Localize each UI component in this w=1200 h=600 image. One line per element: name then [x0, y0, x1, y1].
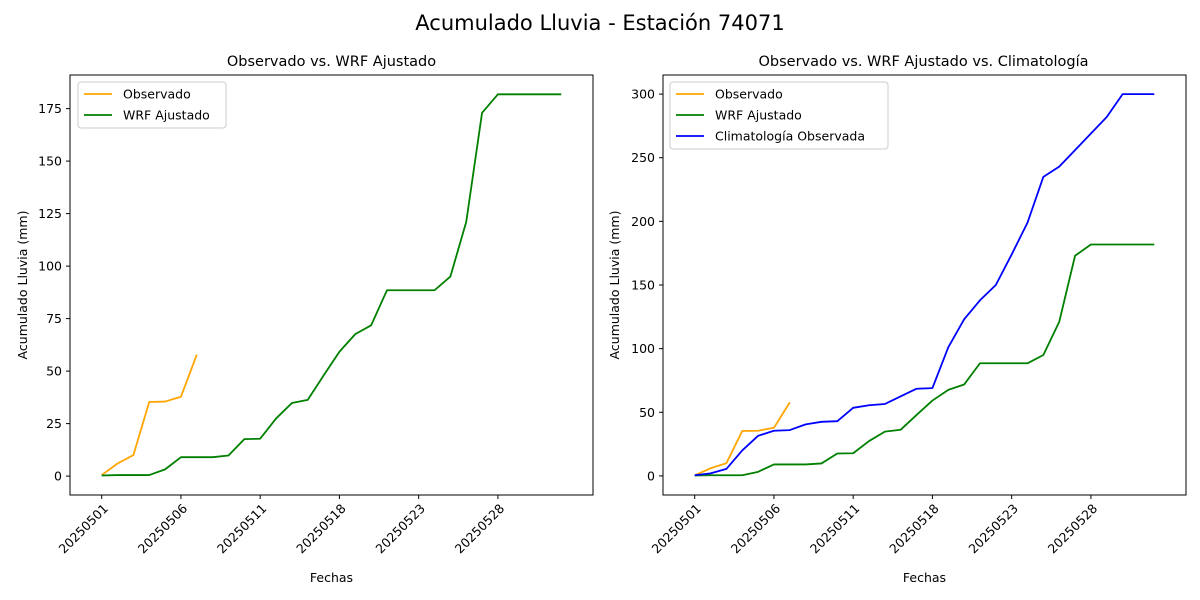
- axes-frame: [69, 74, 594, 496]
- series-line-0: [694, 401, 791, 477]
- y-tick-label: 175: [38, 101, 62, 116]
- y-tick-label: 250: [631, 150, 655, 165]
- y-tick-label: 0: [647, 468, 655, 483]
- legend-box: [669, 81, 889, 150]
- y-tick-label: 100: [38, 259, 62, 274]
- legend: Observado WRF Ajustado: [77, 81, 227, 129]
- y-axis: 0 25 50 75 100 125 150 175: [38, 101, 70, 484]
- legend-box: [77, 81, 227, 129]
- legend-label-wrf: WRF Ajustado: [123, 108, 210, 123]
- y-axis-label: Acumulado Lluvia (mm): [15, 211, 30, 360]
- series-line-0: [101, 354, 198, 476]
- legend: Observado WRF Ajustado Climatología Obse…: [669, 81, 889, 150]
- legend-label-wrf: WRF Ajustado: [715, 108, 802, 123]
- y-tick-label: 200: [631, 214, 655, 229]
- y-tick-label: 25: [46, 416, 62, 431]
- series-line-1: [694, 243, 1155, 477]
- y-tick-label: 75: [46, 311, 62, 326]
- y-axis-label: Acumulado Lluvia (mm): [607, 211, 622, 360]
- y-tick-label: 50: [639, 405, 655, 420]
- x-axis-label: Fechas: [903, 570, 946, 585]
- plot-area: [101, 93, 562, 477]
- series-line-2: [694, 93, 1155, 477]
- subplot-title: Observado vs. WRF Ajustado vs. Climatolo…: [759, 54, 1089, 70]
- y-tick-label: 125: [38, 206, 62, 221]
- x-axis-label: Fechas: [310, 570, 353, 585]
- legend-label-observado: Observado: [715, 87, 783, 102]
- y-tick-label: 300: [631, 87, 655, 102]
- y-tick-label: 0: [54, 469, 62, 484]
- subplot-title: Observado vs. WRF Ajustado: [227, 54, 436, 70]
- y-tick-label: 50: [46, 364, 62, 379]
- series-line-1: [101, 93, 562, 477]
- y-axis: 0 50 100 150 200 250 300: [631, 87, 663, 483]
- figure-title: Acumulado Lluvia - Estación 74071: [415, 11, 784, 35]
- legend-label-observado: Observado: [123, 87, 191, 102]
- plot-area: [694, 93, 1155, 477]
- legend-label-climatologia: Climatología Observada: [715, 129, 865, 144]
- y-tick-label: 150: [631, 278, 655, 293]
- y-tick-label: 150: [38, 154, 62, 169]
- y-tick-label: 100: [631, 341, 655, 356]
